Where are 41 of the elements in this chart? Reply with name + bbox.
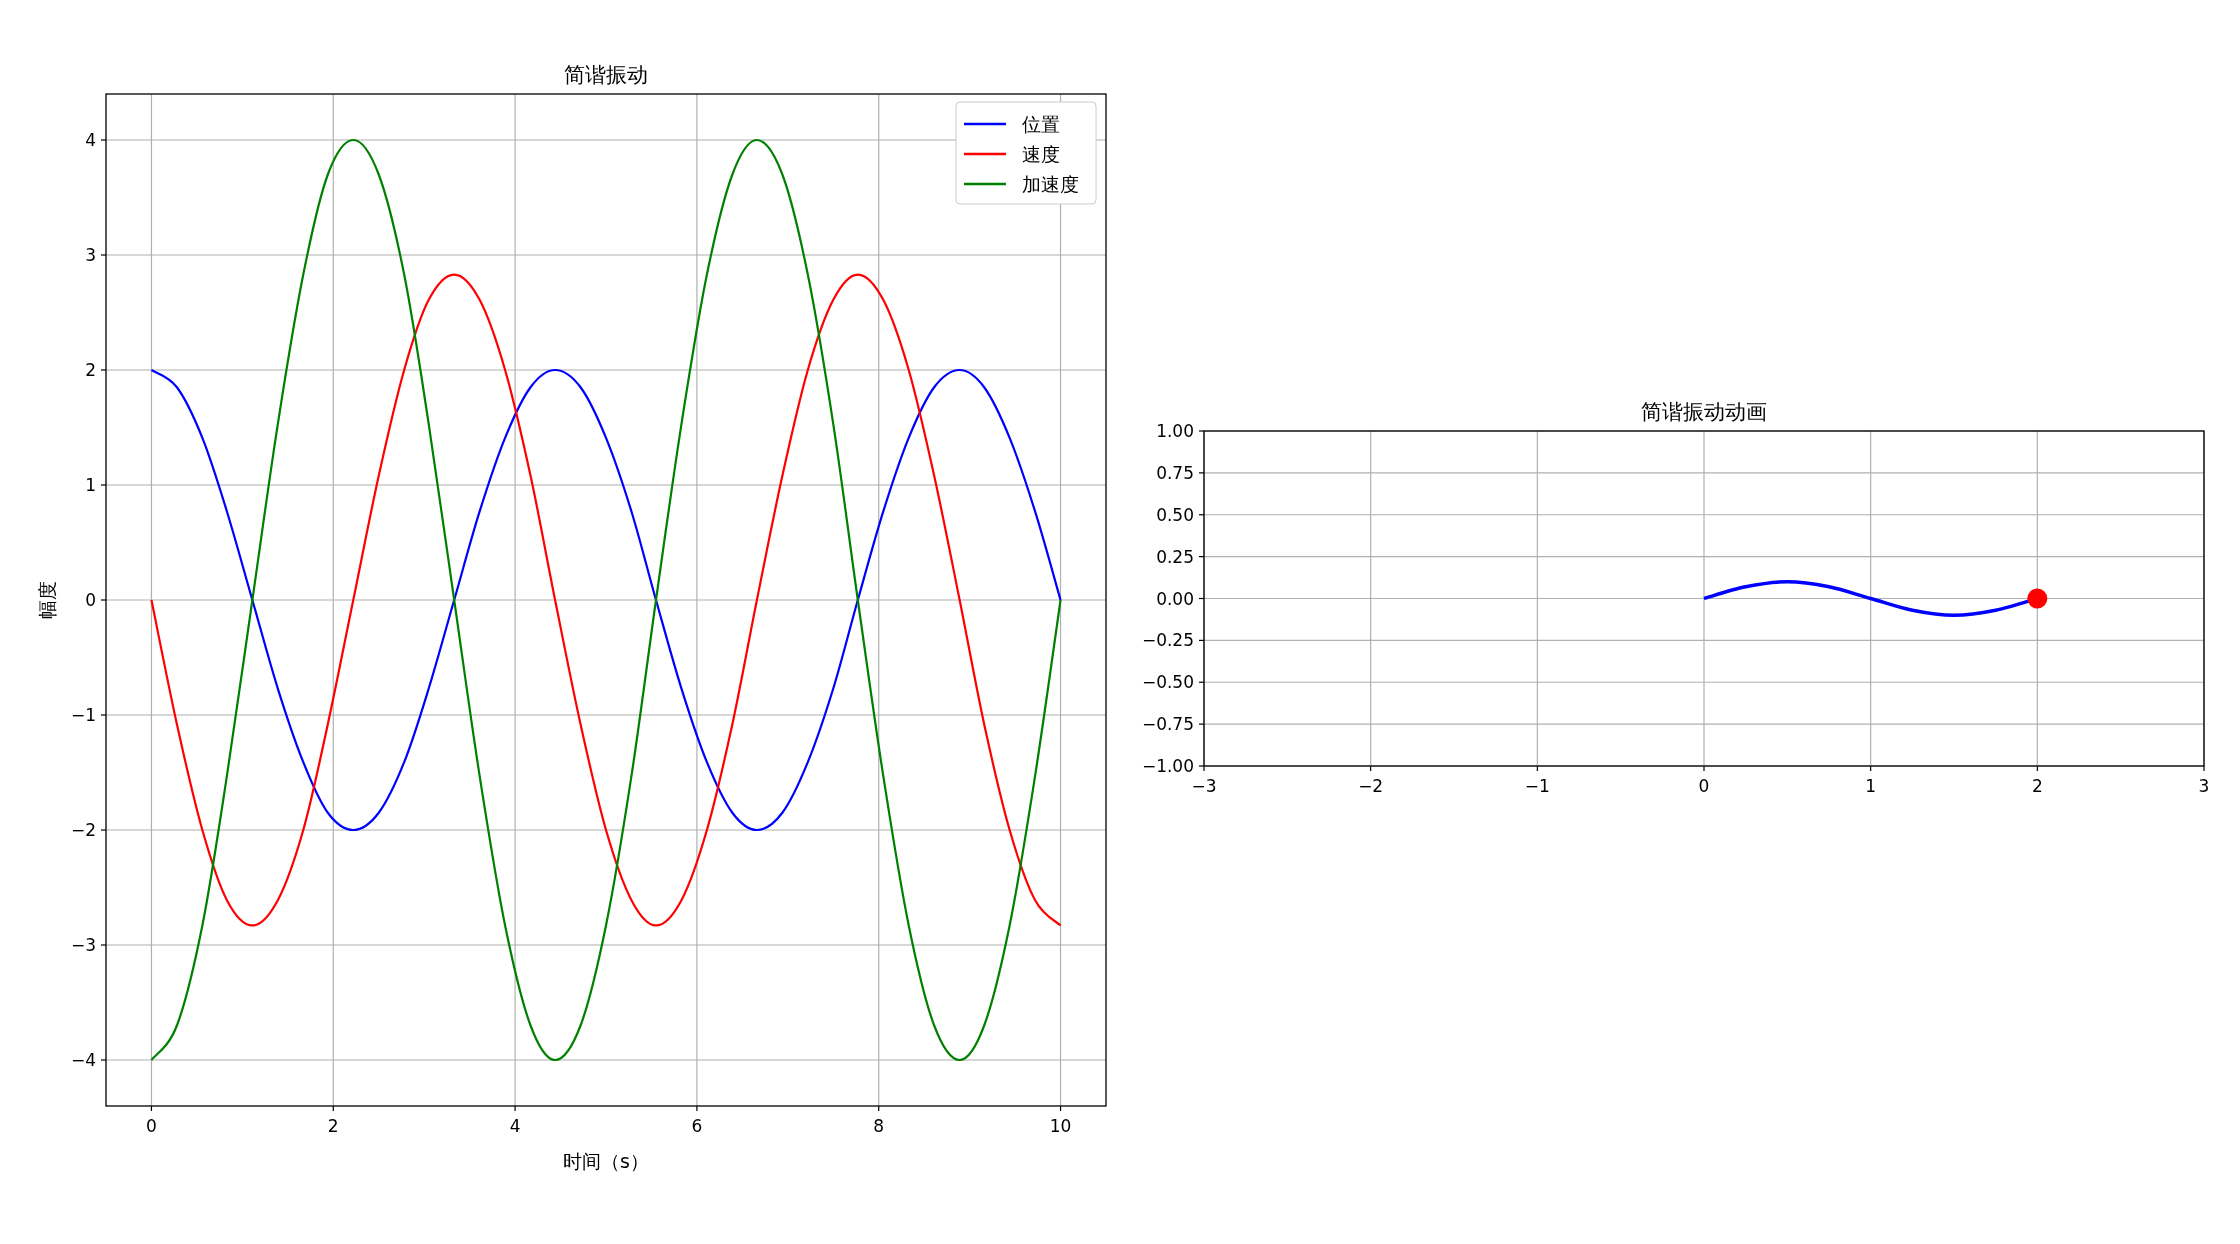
line-series (150, 273, 1062, 927)
line-series (150, 368, 1062, 832)
x-axis-title: 时间（s） (563, 1150, 649, 1172)
legend-label: 加速度 (1022, 173, 1079, 195)
y-tick-label: 0.50 (1156, 504, 1194, 525)
y-tick-label: 4 (85, 130, 96, 150)
y-tick-label: −1 (70, 705, 96, 725)
y-tick-label: −2 (70, 820, 96, 840)
y-tick-label: −0.25 (1141, 630, 1194, 651)
chart-title: 简谐振动 (564, 63, 648, 87)
y-tick-label: 0 (85, 590, 96, 610)
x-tick-label: 3 (2198, 776, 2210, 796)
x-tick-label: 0 (1698, 776, 1710, 796)
line-series (150, 138, 1062, 1062)
y-tick-label: −0.75 (1141, 714, 1194, 735)
y-tick-label: 3 (85, 245, 96, 265)
y-tick-label: −4 (70, 1050, 96, 1070)
y-tick-label: 1.00 (1156, 421, 1194, 441)
y-axis-title: 幅度 (36, 581, 58, 619)
x-tick-label: 1 (1865, 776, 1877, 796)
legend-label: 速度 (1022, 143, 1060, 165)
y-tick-label: 0.00 (1156, 588, 1194, 609)
x-tick-label: 2 (2031, 776, 2043, 796)
y-tick-label: −3 (70, 935, 96, 955)
chart-title: 简谐振动动画 (1641, 400, 1767, 424)
x-tick-label: 8 (873, 1116, 885, 1136)
y-tick-label: 2 (85, 360, 96, 380)
x-tick-label: −2 (1358, 776, 1384, 796)
y-tick-label: −0.50 (1141, 672, 1194, 693)
x-tick-label: 2 (327, 1116, 339, 1136)
x-tick-label: 0 (146, 1116, 157, 1136)
x-tick-label: 10 (1049, 1116, 1072, 1136)
x-tick-label: −3 (1191, 776, 1217, 796)
x-tick-label: 6 (691, 1116, 703, 1136)
y-tick-label: 0.75 (1156, 462, 1194, 483)
x-tick-label: −1 (1524, 776, 1550, 796)
x-tick-label: 4 (509, 1116, 521, 1136)
y-tick-label: 1 (85, 475, 96, 495)
y-tick-label: 0.25 (1156, 546, 1194, 567)
y-tick-label: −1.00 (1141, 756, 1194, 776)
legend-label: 位置 (1022, 113, 1060, 135)
